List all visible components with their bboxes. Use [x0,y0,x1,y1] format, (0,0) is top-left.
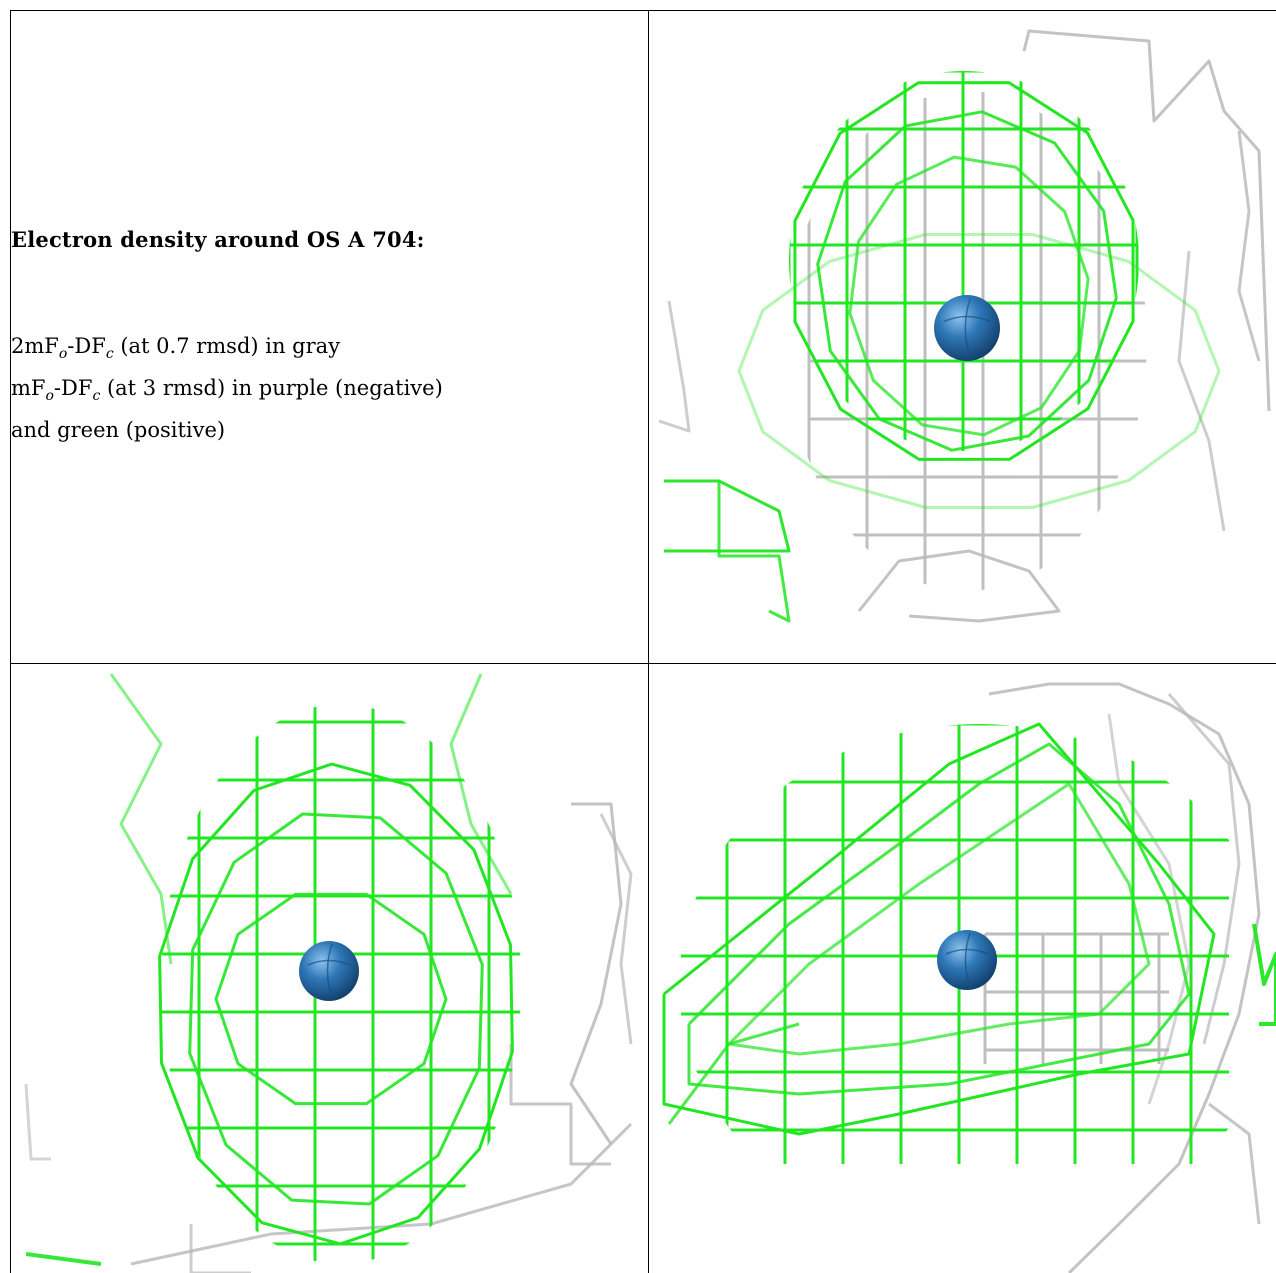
density-view-top-right [658,29,1271,623]
osmium-atom-sphere [937,930,997,990]
positive-density-contour [848,155,1090,437]
atom-shading [945,948,989,955]
positive-density-contour [727,782,1151,1056]
positive-density-contour [717,481,791,623]
atom-shading [307,959,351,966]
positive-density-contour [109,673,173,965]
positive-density-contour [25,1252,102,1266]
positive-density-contour [188,812,484,1206]
twofofc-contour [1107,713,1191,1105]
positive-density-contour [214,892,448,1106]
twofofc-contour [857,549,1061,623]
atom-shading [964,298,972,358]
positive-density-contour [667,1022,800,1125]
caption-title: Electron density around OS A 704: [11,227,425,252]
twofofc-contour [189,1224,251,1273]
caption-cell: Electron density around OS A 704: 2mFo-D… [11,11,647,662]
positive-density-contour [687,742,1191,1096]
twofofc-contour [599,813,633,1045]
view-top-right [649,11,1276,662]
legend-line-colors: and green (positive) [11,418,226,443]
positive-density-contour [1252,923,1276,1026]
positive-density-contour [737,233,1221,509]
twofofc-contour [569,802,623,1145]
positive-density-contour [793,81,1135,461]
row-divider [10,663,1276,664]
twofofc-contour [1167,693,1241,1045]
caption-legend: 2mFo-DFc (at 0.7 rmsd) in gray mFo-DFc (… [11,329,647,447]
twofofc-contour [1237,130,1261,362]
positive-density-contour [662,722,1216,1136]
twofofc-contour [658,300,691,433]
atom-shading [326,943,333,999]
density-view-bottom-right [662,682,1276,1273]
twofofc-contour [1208,1102,1261,1225]
twofofc-contour [1022,29,1271,412]
osmium-atom-sphere [299,941,359,1001]
column-divider [648,10,649,1273]
atom-shading [964,932,971,988]
view-bottom-left [11,664,647,1273]
twofofc-contour [509,1044,611,1166]
outer-border-top [10,10,1276,11]
positive-density-contour [664,479,791,553]
density-view-bottom-left [24,673,633,1273]
legend-line-2fofc: 2mFo-DFc (at 0.7 rmsd) in gray [11,334,341,363]
outer-border-left [10,10,11,1273]
atom-shading [943,315,991,323]
positive-density-contour [158,762,514,1246]
view-bottom-right [649,664,1276,1273]
positive-density-contour [816,110,1118,452]
legend-line-fofc: mFo-DFc (at 3 rmsd) in purple (negative) [11,376,443,405]
positive-density-contour [449,673,513,895]
twofofc-contour [1177,250,1226,532]
osmium-atom-sphere [934,295,1000,361]
twofofc-contour [24,1083,51,1161]
twofofc-contour [988,682,1261,1273]
